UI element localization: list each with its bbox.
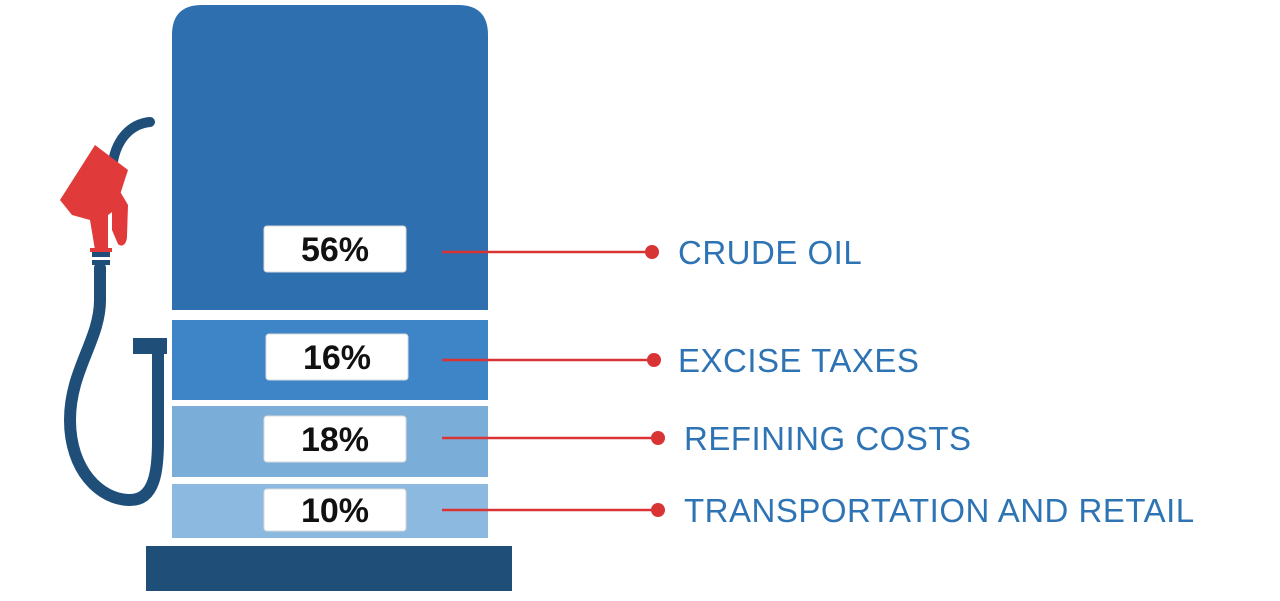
connector-dot — [645, 245, 659, 259]
category-label: TRANSPORTATION AND RETAIL — [684, 492, 1195, 529]
percent-label: 10% — [301, 492, 369, 530]
percent-label: 18% — [301, 421, 369, 459]
percent-box — [263, 225, 407, 273]
percent-box — [263, 415, 407, 463]
connector-dot — [647, 353, 661, 367]
connector-dot — [651, 431, 665, 445]
category-label: CRUDE OIL — [678, 234, 862, 271]
fuel-nozzle-icon — [60, 145, 128, 252]
pump-base — [146, 546, 512, 591]
connector-dot — [651, 503, 665, 517]
pump-segment — [172, 5, 488, 310]
percent-label: 56% — [301, 231, 369, 269]
category-label: REFINING COSTS — [684, 420, 972, 457]
percent-label: 16% — [303, 339, 371, 377]
category-label: EXCISE TAXES — [678, 342, 919, 379]
segments-group: 56% CRUDE OIL 16% EXCISE TAXES 18% REFINING C… — [172, 5, 1195, 538]
percent-box — [265, 333, 409, 381]
percent-box — [263, 488, 407, 532]
